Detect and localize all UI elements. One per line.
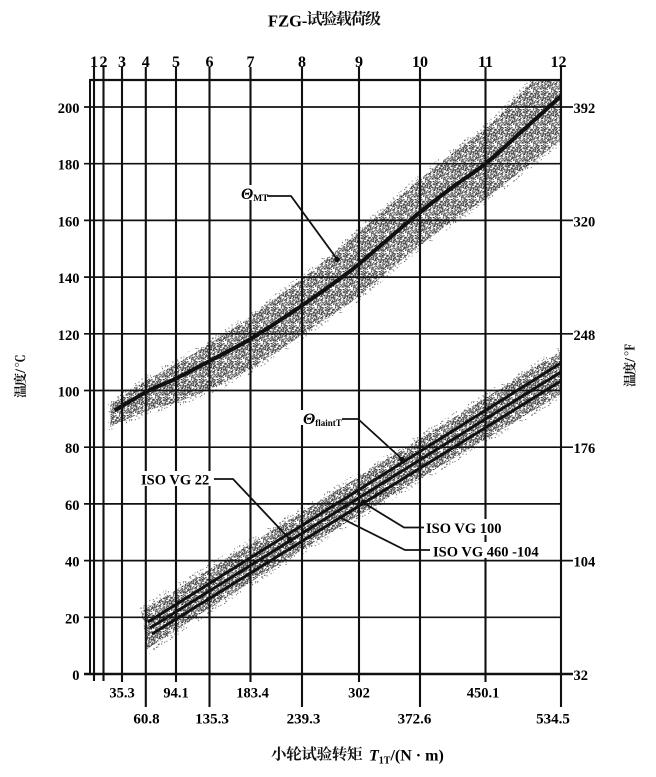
svg-text:4: 4: [142, 54, 150, 71]
svg-text:7: 7: [247, 54, 255, 71]
svg-text:35.3: 35.3: [109, 686, 134, 702]
svg-text:392: 392: [574, 101, 596, 117]
svg-text:/: /: [13, 368, 29, 374]
svg-text:T1T/(N · m): T1T/(N · m): [369, 748, 444, 767]
svg-text:/: /: [623, 357, 639, 363]
svg-text:11: 11: [478, 54, 493, 71]
svg-text:60.8: 60.8: [133, 712, 159, 728]
svg-text:80: 80: [65, 441, 80, 457]
svg-text:534.5: 534.5: [536, 712, 570, 728]
svg-text:8: 8: [298, 54, 306, 71]
svg-text:ISO VG 100: ISO VG 100: [426, 521, 501, 537]
svg-text:5: 5: [172, 54, 180, 71]
svg-text:0: 0: [72, 668, 79, 684]
svg-text:ΘflaintT: ΘflaintT: [303, 411, 342, 428]
svg-text:ISO VG 460 -104: ISO VG 460 -104: [433, 545, 539, 561]
svg-text:100: 100: [58, 385, 80, 401]
svg-text:20: 20: [65, 611, 80, 627]
svg-text:120: 120: [58, 328, 80, 344]
svg-text:239.3: 239.3: [287, 712, 321, 728]
svg-text:200: 200: [58, 101, 80, 117]
svg-text:6: 6: [206, 54, 214, 71]
svg-text:60: 60: [65, 498, 80, 514]
svg-text:1: 1: [90, 54, 98, 71]
svg-text:176: 176: [574, 441, 596, 457]
svg-text:2: 2: [100, 54, 108, 71]
svg-text:9: 9: [355, 54, 363, 71]
svg-text:140: 140: [58, 271, 80, 287]
svg-text:94.1: 94.1: [163, 686, 188, 702]
svg-text:40: 40: [65, 555, 80, 571]
svg-text:10: 10: [412, 54, 428, 71]
svg-text:ΘMT: ΘMT: [241, 186, 269, 204]
svg-text:3: 3: [118, 54, 126, 71]
svg-text:12: 12: [551, 54, 567, 71]
svg-text:302: 302: [348, 686, 370, 702]
svg-text:248: 248: [574, 328, 596, 344]
svg-text:104: 104: [574, 555, 596, 571]
svg-text:135.3: 135.3: [195, 712, 229, 728]
svg-text:450.1: 450.1: [467, 686, 500, 702]
svg-text:160: 160: [58, 214, 80, 230]
svg-text:372.6: 372.6: [398, 712, 432, 728]
svg-text:183.4: 183.4: [236, 686, 269, 702]
svg-text:FZG-: FZG-: [268, 12, 307, 31]
svg-text:180: 180: [58, 158, 80, 174]
svg-text:32: 32: [574, 668, 589, 684]
svg-text:320: 320: [574, 214, 596, 230]
svg-text:ISO VG 22: ISO VG 22: [141, 473, 209, 489]
